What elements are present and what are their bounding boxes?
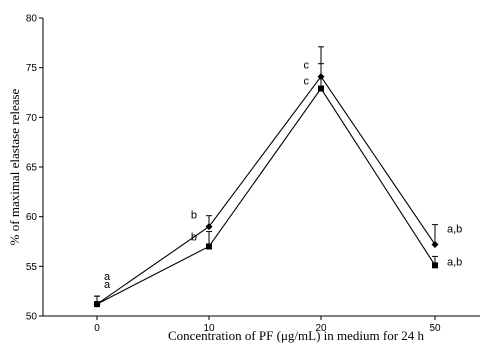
x-tick-label: 20	[315, 323, 327, 334]
error-bars	[94, 46, 438, 305]
diamond-marker	[317, 73, 325, 81]
y-tick-label: 70	[26, 113, 38, 124]
significance-label: c	[304, 60, 310, 72]
square-marker	[94, 301, 100, 308]
y-tick-label: 50	[26, 312, 38, 323]
y-tick-label: 75	[26, 63, 38, 74]
significance-label: b	[191, 210, 197, 222]
series-line-diamond	[96, 75, 436, 305]
x-tick-label: 50	[429, 323, 441, 334]
significance-label: b	[191, 231, 197, 243]
significance-label: a	[104, 271, 111, 283]
y-tick-label: 65	[26, 163, 38, 174]
y-tick-label: 80	[26, 14, 38, 25]
x-tick-label: 0	[94, 323, 100, 334]
x-axis-label: Concentration of PF (μg/mL) in medium fo…	[168, 328, 425, 343]
significance-label: a	[104, 279, 111, 291]
y-axis-label: % of maximal elastase release	[7, 88, 22, 245]
x-tick-label: 10	[203, 323, 215, 334]
square-marker	[206, 243, 212, 250]
y-ticks: 50 55 60 65 70 75 80	[26, 14, 43, 323]
series-line-square	[96, 87, 436, 305]
y-tick-label: 55	[26, 262, 38, 273]
series-lines	[96, 75, 436, 305]
significance-label: c	[304, 76, 310, 88]
y-tick-label: 60	[26, 212, 38, 223]
significance-label: a,b	[447, 256, 462, 268]
square-marker	[432, 262, 438, 269]
series-markers	[93, 73, 439, 308]
significance-labels: a b c a,b a b c a,b	[104, 60, 462, 291]
square-marker	[318, 85, 324, 92]
diamond-marker	[205, 223, 213, 231]
diamond-marker	[431, 240, 439, 248]
significance-label: a,b	[447, 223, 462, 235]
x-ticks: 0 10 20 50	[94, 316, 441, 334]
